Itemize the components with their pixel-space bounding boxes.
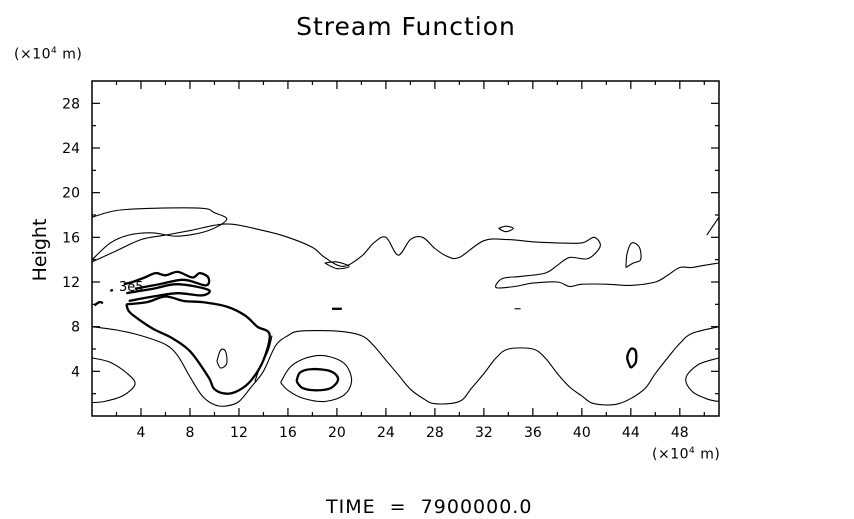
contour-line-bold <box>109 288 114 292</box>
y-unit-prefix: (×10 <box>14 46 52 63</box>
contour-line <box>91 207 228 261</box>
y-tick-label: 8 <box>71 320 80 336</box>
x-tick-label: 44 <box>622 425 640 441</box>
y-tick-label: 12 <box>62 275 80 291</box>
x-tick-label: 40 <box>573 425 591 441</box>
y-tick-label: 4 <box>71 364 80 380</box>
contour-line <box>324 261 350 270</box>
y-tick-label: 16 <box>62 230 80 246</box>
x-tick-label: 32 <box>475 425 493 441</box>
time-stamp: TIME = 7900000.0 <box>326 496 533 518</box>
x-tick-label: 24 <box>377 425 395 441</box>
contour-line <box>216 348 228 369</box>
y-tick-label: 28 <box>62 96 80 112</box>
y-axis-unit: (×104 m) <box>14 46 82 63</box>
contour-line <box>625 242 642 268</box>
y-unit-suffix: m) <box>57 46 83 63</box>
y-tick-label: 24 <box>62 141 80 157</box>
x-unit-suffix: m) <box>695 446 721 463</box>
contour-line <box>91 357 136 404</box>
x-tick-label: 36 <box>524 425 542 441</box>
contour-line-bold <box>125 295 271 395</box>
x-tick-label: 48 <box>671 425 689 441</box>
contour-line-bold <box>626 347 638 369</box>
contour-line-bold <box>295 367 340 392</box>
chart-title: Stream Function <box>296 12 516 41</box>
contour-line <box>685 357 720 403</box>
plot-frame <box>91 80 720 417</box>
y-tick-label: 20 <box>62 186 80 202</box>
contour-line <box>254 335 273 382</box>
contour-line <box>91 223 720 289</box>
x-unit-prefix: (×10 <box>652 446 690 463</box>
contour-line-bold <box>126 283 211 303</box>
axis-ticks <box>92 81 719 416</box>
x-tick-label: 28 <box>426 425 444 441</box>
contour-label: 3e5 <box>119 280 144 295</box>
contour-line <box>706 216 720 236</box>
x-tick-label: 20 <box>328 425 346 441</box>
x-axis-unit: (×104 m) <box>652 446 720 463</box>
x-tick-label: 8 <box>186 425 195 441</box>
x-tick-label: 4 <box>137 425 146 441</box>
contour-line <box>498 225 514 233</box>
contour-line <box>280 354 353 403</box>
y-unit-exponent: 4 <box>51 46 58 56</box>
contour-line-bold <box>123 270 211 290</box>
contour-lines <box>91 207 720 407</box>
x-unit-exponent: 4 <box>689 446 696 456</box>
contour-line <box>91 326 720 407</box>
x-tick-label: 16 <box>279 425 297 441</box>
x-tick-label: 12 <box>230 425 248 441</box>
